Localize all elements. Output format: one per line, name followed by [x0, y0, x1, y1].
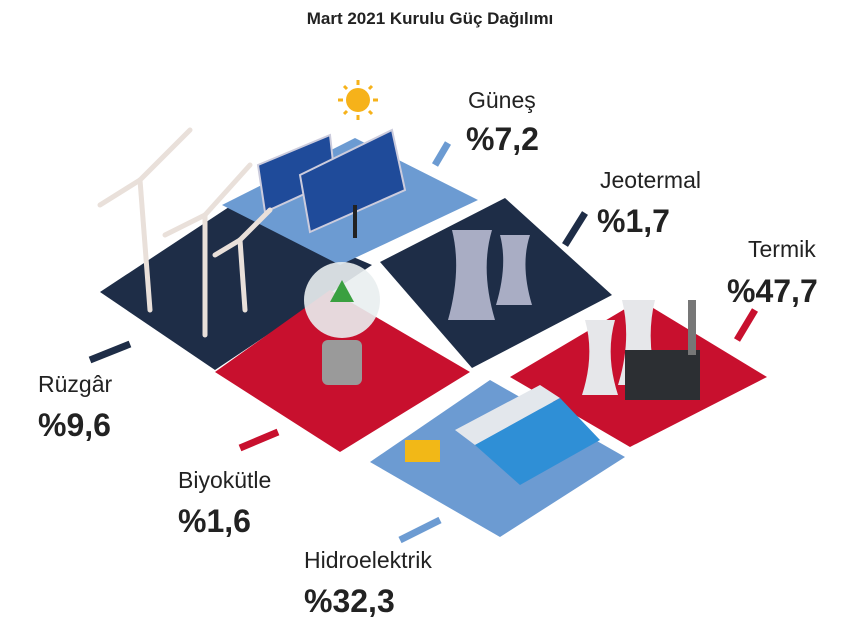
wind-turbines [97, 127, 273, 338]
item-name: Jeotermal [600, 167, 701, 193]
accent-lines [88, 141, 759, 544]
item-value: %47,7 [727, 273, 818, 309]
item-value: %32,3 [304, 583, 395, 619]
thermal-plant [582, 300, 700, 400]
item-value: %1,7 [597, 203, 670, 239]
solar-panels [256, 128, 407, 238]
item-name: Termik [748, 236, 816, 262]
item-value: %9,6 [38, 407, 111, 443]
title: Mart 2021 Kurulu Güç Dağılımı [307, 9, 554, 28]
sun-icon [338, 80, 378, 120]
item-name: Rüzgâr [38, 371, 112, 397]
item-value: %1,6 [178, 503, 251, 539]
geothermal-tile [380, 198, 612, 368]
hydro-dam [405, 385, 600, 485]
bulb-icon [304, 262, 380, 385]
item-name: Biyokütle [178, 467, 271, 493]
item-name: Güneş [468, 87, 536, 113]
item-name: Hidroelektrik [304, 547, 432, 573]
item-value: %7,2 [466, 121, 539, 157]
cooling-towers [448, 230, 532, 320]
